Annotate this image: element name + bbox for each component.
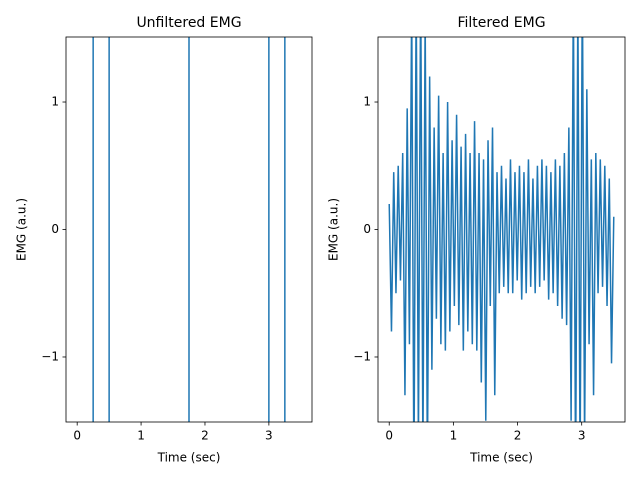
y-tick-label: 0	[363, 222, 371, 236]
subplot: 0 1 2 3 −1 0 1 Unfiltered EMG Time (sec) EMG (a.u…	[15, 15, 313, 465]
chart-title: Unfiltered EMG	[136, 15, 241, 31]
y-axis-label: EMG (a.u.)	[15, 198, 29, 261]
y-tick-label: −1	[353, 349, 371, 363]
x-axis-label: Time (sec)	[469, 451, 533, 465]
x-tick-label: 0	[385, 429, 393, 443]
y-tick-label: 0	[51, 222, 59, 236]
y-axis-label: EMG (a.u.)	[327, 198, 341, 261]
y-tick-label: −1	[41, 349, 59, 363]
y-tick-label: 1	[363, 95, 371, 109]
chart-title: Filtered EMG	[457, 15, 545, 31]
x-tick-label: 3	[265, 429, 273, 443]
data-line	[388, 37, 615, 422]
data-line	[92, 37, 286, 422]
x-axis-label: Time (sec)	[157, 451, 221, 465]
x-tick-label: 1	[137, 429, 145, 443]
subplot: 0 1 2 3 −1 0 1 Filtered EMG Time (sec) EMG (a.u.)	[327, 15, 626, 465]
x-tick-label: 1	[450, 429, 458, 443]
x-tick-label: 3	[578, 429, 586, 443]
x-tick-label: 2	[201, 429, 209, 443]
y-tick-label: 1	[51, 95, 59, 109]
x-tick-label: 0	[73, 429, 81, 443]
x-tick-label: 2	[514, 429, 522, 443]
